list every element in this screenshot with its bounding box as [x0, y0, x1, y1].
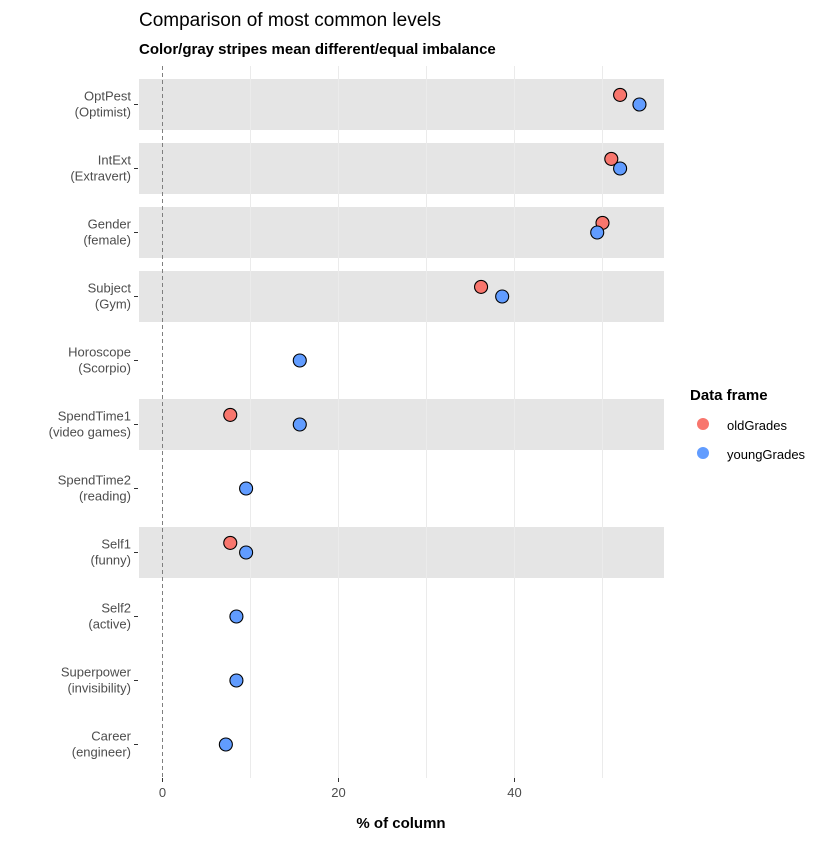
y-tick-label-line2: (video games): [49, 425, 131, 440]
y-tick-label-line1: IntExt: [98, 153, 132, 168]
point-oldGrades-1: [604, 151, 619, 166]
x-tick-label-20: 20: [331, 785, 345, 800]
grid-layer: [250, 66, 603, 778]
legend: Data frame oldGrades youngGrades: [690, 387, 806, 462]
y-tick-label-line2: (Gym): [95, 297, 131, 312]
y-tick-label-10: Career (engineer): [72, 729, 132, 760]
y-tick-label-line2: (Optimist): [75, 105, 131, 120]
y-tick-label-1: IntExt (Extravert): [70, 153, 131, 184]
y-tick-label-line1: Self2: [101, 601, 131, 616]
point-youngGrades-6: [239, 481, 254, 496]
point-oldGrades-5: [223, 407, 238, 422]
y-tick-label-5: SpendTime1 (video games): [49, 409, 131, 440]
point-youngGrades-3: [495, 289, 510, 304]
y-tick-label-line1: SpendTime1: [58, 409, 131, 424]
y-tick-label-line2: (Scorpio): [78, 361, 131, 376]
y-tick-label-line1: Horoscope: [68, 345, 131, 360]
y-tick-label-line1: Self1: [101, 537, 131, 552]
point-youngGrades-8: [229, 609, 244, 624]
y-tick-label-0: OptPest (Optimist): [75, 89, 132, 120]
y-tick-label-line1: Superpower: [61, 665, 132, 680]
point-oldGrades-7: [223, 535, 238, 550]
x-axis: 0 20 40: [159, 778, 522, 800]
point-youngGrades-9: [229, 673, 244, 688]
legend-key-young-grades: [697, 447, 709, 459]
legend-label-old-grades: oldGrades: [727, 418, 787, 433]
point-youngGrades-2: [590, 225, 605, 240]
y-tick-label-line2: (reading): [79, 489, 131, 504]
y-tick-label-line1: Subject: [88, 281, 132, 296]
y-tick-label-line1: SpendTime2: [58, 473, 131, 488]
x-tick-label-0: 0: [159, 785, 166, 800]
point-oldGrades-3: [474, 279, 489, 294]
stripe-7: [139, 527, 664, 578]
point-youngGrades-10: [218, 737, 233, 752]
chart-title: Comparison of most common levels: [139, 10, 441, 31]
point-youngGrades-4: [292, 353, 307, 368]
point-youngGrades-7: [239, 545, 254, 560]
legend-key-old-grades: [697, 418, 709, 430]
point-youngGrades-0: [632, 97, 647, 112]
stripe-1: [139, 143, 664, 194]
y-tick-label-line2: (engineer): [72, 745, 131, 760]
legend-title: Data frame: [690, 387, 768, 404]
y-tick-label-2: Gender (female): [83, 217, 131, 248]
y-tick-label-line2: (Extravert): [70, 169, 131, 184]
point-youngGrades-1: [613, 161, 628, 176]
y-tick-label-9: Superpower (invisibility): [61, 665, 132, 696]
y-tick-label-7: Self1 (funny): [91, 537, 131, 568]
chart-subtitle: Color/gray stripes mean different/equal …: [139, 41, 496, 58]
y-tick-label-8: Self2 (active): [88, 601, 131, 632]
y-tick-label-line1: OptPest: [84, 89, 131, 104]
y-tick-label-line2: (funny): [91, 553, 131, 568]
y-tick-label-line1: Gender: [88, 217, 132, 232]
point-youngGrades-5: [292, 417, 307, 432]
legend-label-young-grades: youngGrades: [727, 447, 806, 462]
point-oldGrades-0: [613, 87, 628, 102]
y-tick-label-line2: (female): [83, 233, 131, 248]
points-layer: [218, 87, 647, 752]
x-tick-label-40: 40: [507, 785, 521, 800]
stripes-layer: [139, 79, 664, 578]
y-axis: OptPest (Optimist) IntExt (Extravert) Gender…: [49, 89, 138, 760]
y-tick-label-4: Horoscope (Scorpio): [68, 345, 131, 376]
stripe-3: [139, 271, 664, 322]
y-tick-label-line1: Career: [91, 729, 131, 744]
y-tick-label-3: Subject (Gym): [88, 281, 132, 312]
y-tick-label-line2: (invisibility): [67, 681, 131, 696]
stripe-5: [139, 399, 664, 450]
stripe-2: [139, 207, 664, 258]
stripe-0: [139, 79, 664, 130]
x-axis-label: % of column: [356, 815, 445, 832]
y-tick-label-6: SpendTime2 (reading): [58, 473, 131, 504]
y-tick-label-line2: (active): [88, 617, 131, 632]
